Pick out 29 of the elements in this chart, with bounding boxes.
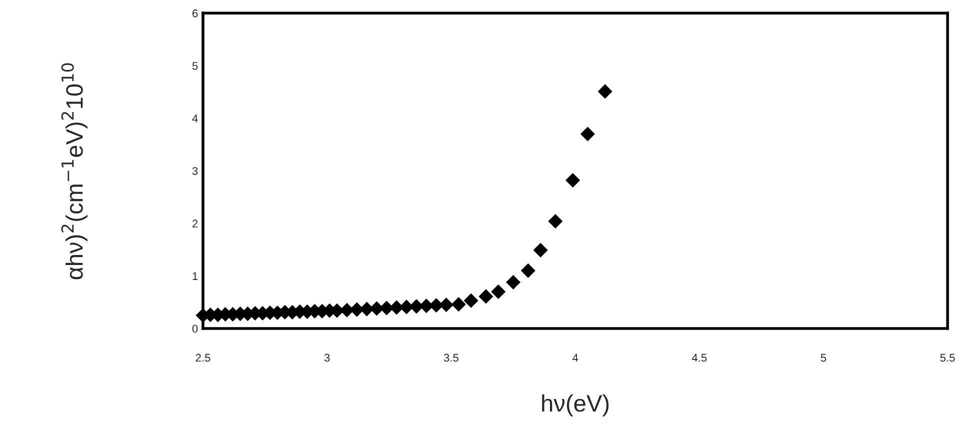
point [340,302,354,318]
x-tick-label: 5.5 [940,354,955,362]
point [520,263,536,278]
point [548,214,563,229]
y-tick-label: 2 [192,220,198,228]
y-tick-label: 5 [192,62,198,70]
point [566,172,580,188]
y-tick-label: 6 [192,9,198,18]
y-tick-label: 1 [192,272,198,280]
point [389,300,404,315]
y-tick-label: 3 [192,167,198,175]
point [464,293,478,308]
point [506,274,521,290]
point [451,297,466,312]
point [533,242,548,258]
x-tick-label: 4.5 [692,354,707,362]
point [580,126,595,142]
y-tick-label: 0 [192,324,198,333]
x-tick-label: 2.5 [196,354,210,362]
x-tick-label: 3.5 [444,354,458,362]
x-tick-label: 5 [820,354,826,362]
x-tick-label: 3 [324,354,330,362]
point [478,289,494,304]
point [598,84,612,99]
point [491,284,506,299]
x-tick-label: 4 [572,354,578,362]
y-tick-label: 4 [192,114,198,122]
x-axis-title: hν(eV) [542,394,609,416]
y-axis-title: αhν)$^{2}$(cm$^{−1}$eV)$^{2}$10$^{10}$ [61,63,88,280]
